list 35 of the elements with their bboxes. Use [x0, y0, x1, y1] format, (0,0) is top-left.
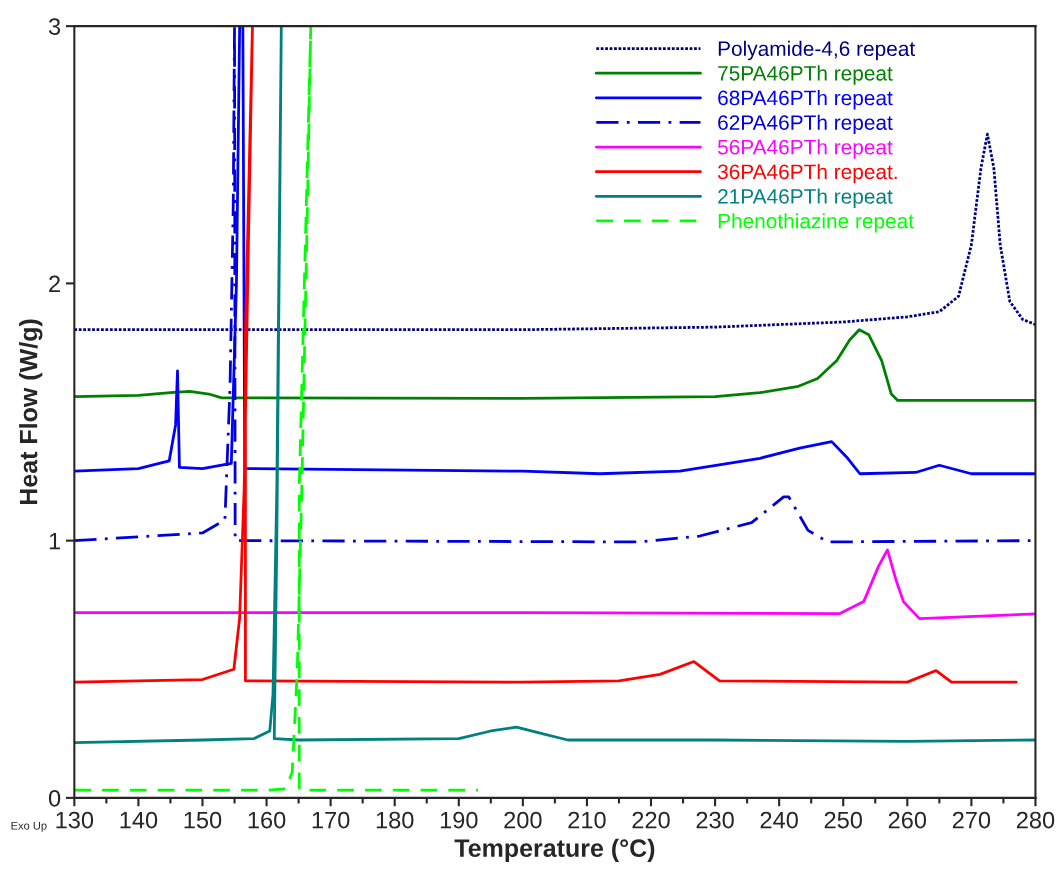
x-tick-label: 190 [440, 811, 478, 829]
x-tick-label: 130 [56, 811, 94, 829]
x-tick-label: 210 [568, 811, 606, 829]
line-series [74, 132, 1036, 332]
x-tick-label: 150 [184, 811, 222, 829]
x-tick-label: 230 [696, 811, 734, 829]
x-tick-label: 270 [952, 811, 991, 829]
text: 68PA46PTh repeat [718, 90, 893, 110]
x-tick-label: 160 [248, 811, 286, 829]
y-axis-title: Heat Flow (W/g) [19, 319, 43, 505]
x-tick-label: 250 [824, 811, 862, 829]
x-tick-label: 170 [312, 811, 350, 829]
text: 36PA46PTh repeat. [717, 163, 897, 184]
text: 21PA46PTh repeat [718, 188, 893, 208]
text: Phenothiazine repeat [718, 213, 914, 233]
x-tick-label: 140 [120, 811, 158, 829]
line-series [74, 328, 1036, 402]
x-tick-label: 220 [632, 811, 670, 829]
y-tick-label: 1 [49, 532, 60, 550]
x-tick-label: 180 [376, 811, 414, 829]
text: 75PA46PTh repeat [718, 65, 893, 85]
line-series [74, 26, 480, 792]
x-tick-label: 240 [760, 811, 798, 829]
x-tick-label: 260 [888, 811, 927, 829]
text: Polyamide-4,6 repeat [718, 40, 916, 61]
x-tick-label: 200 [504, 811, 542, 829]
x-tick-label: 280 [1016, 811, 1055, 829]
y-tick-label: 2 [49, 275, 60, 292]
line-series [74, 548, 1036, 620]
text: Exo Up [11, 821, 47, 832]
text: 56PA46PTh repeat [717, 139, 893, 159]
x-axis-title: Temperature (°C) [454, 838, 655, 862]
y-tick-label: 3 [48, 18, 61, 35]
y-tick-label: 0 [48, 789, 61, 807]
text: 62PA46PTh repeat [718, 114, 893, 135]
